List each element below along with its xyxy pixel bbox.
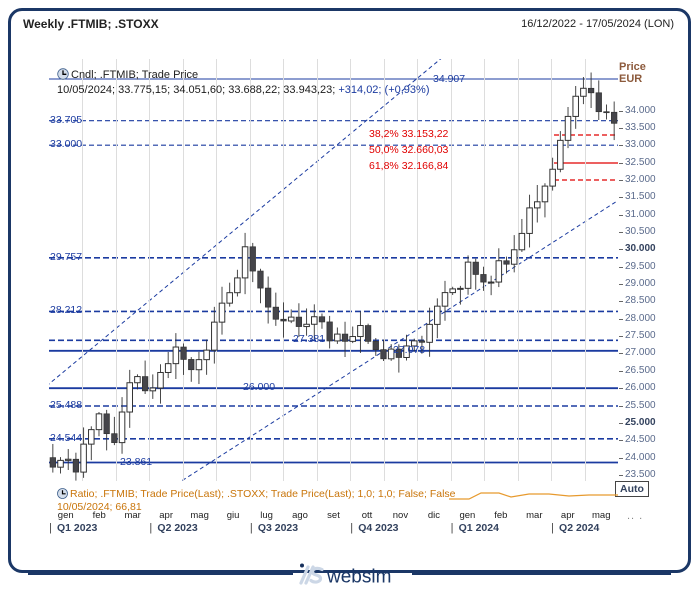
svg-text:websim: websim [326, 567, 391, 588]
